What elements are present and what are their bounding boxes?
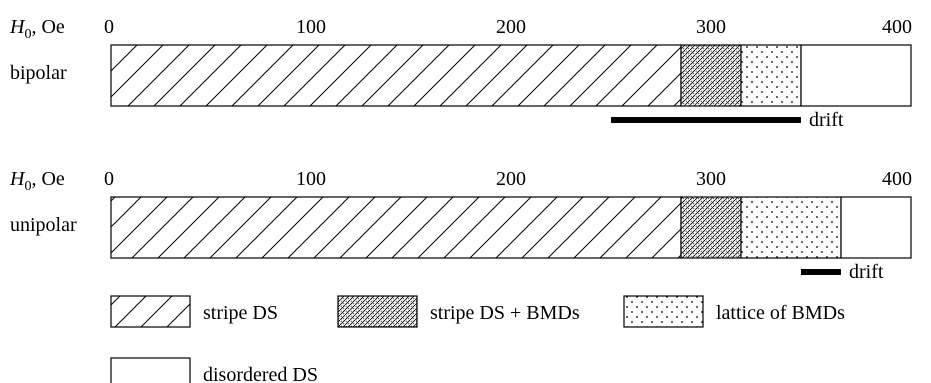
legend-swatch-2	[623, 295, 704, 328]
legend-swatch-1	[337, 295, 418, 328]
axis-label-0: H0, Oe	[9, 16, 65, 42]
tick-label-0-3: 300	[696, 16, 726, 38]
legend-label-0: stripe DS	[203, 302, 278, 324]
legend-label-3: disordered DS	[203, 364, 318, 383]
row-label-bipolar: bipolar	[10, 62, 67, 84]
axis-label-1: H0, Oe	[9, 168, 65, 194]
segment-unipolar-3	[840, 196, 912, 259]
drift-label-bipolar: drift	[809, 109, 844, 131]
segment-bipolar-0	[110, 44, 682, 107]
legend-swatch-3	[110, 357, 191, 383]
tick-label-1-2: 200	[496, 168, 526, 190]
tick-label-0-1: 100	[296, 16, 326, 38]
drift-label-unipolar: drift	[849, 261, 884, 283]
legend-label-1: stripe DS + BMDs	[430, 302, 580, 324]
tick-label-1-0: 0	[104, 168, 114, 190]
segment-bipolar-2	[740, 44, 802, 107]
legend-swatch-0	[110, 295, 191, 328]
segment-bipolar-1	[680, 44, 742, 107]
tick-label-1-4: 400	[882, 168, 912, 190]
tick-label-0-2: 200	[496, 16, 526, 38]
tick-label-1-3: 300	[696, 168, 726, 190]
tick-label-0-0: 0	[104, 16, 114, 38]
row-label-unipolar: unipolar	[10, 214, 77, 236]
segment-bipolar-3	[800, 44, 912, 107]
segment-unipolar-2	[740, 196, 842, 259]
legend-label-2: lattice of BMDs	[716, 302, 845, 324]
segment-unipolar-1	[680, 196, 742, 259]
tick-label-0-4: 400	[882, 16, 912, 38]
tick-label-1-1: 100	[296, 168, 326, 190]
segment-unipolar-0	[110, 196, 682, 259]
